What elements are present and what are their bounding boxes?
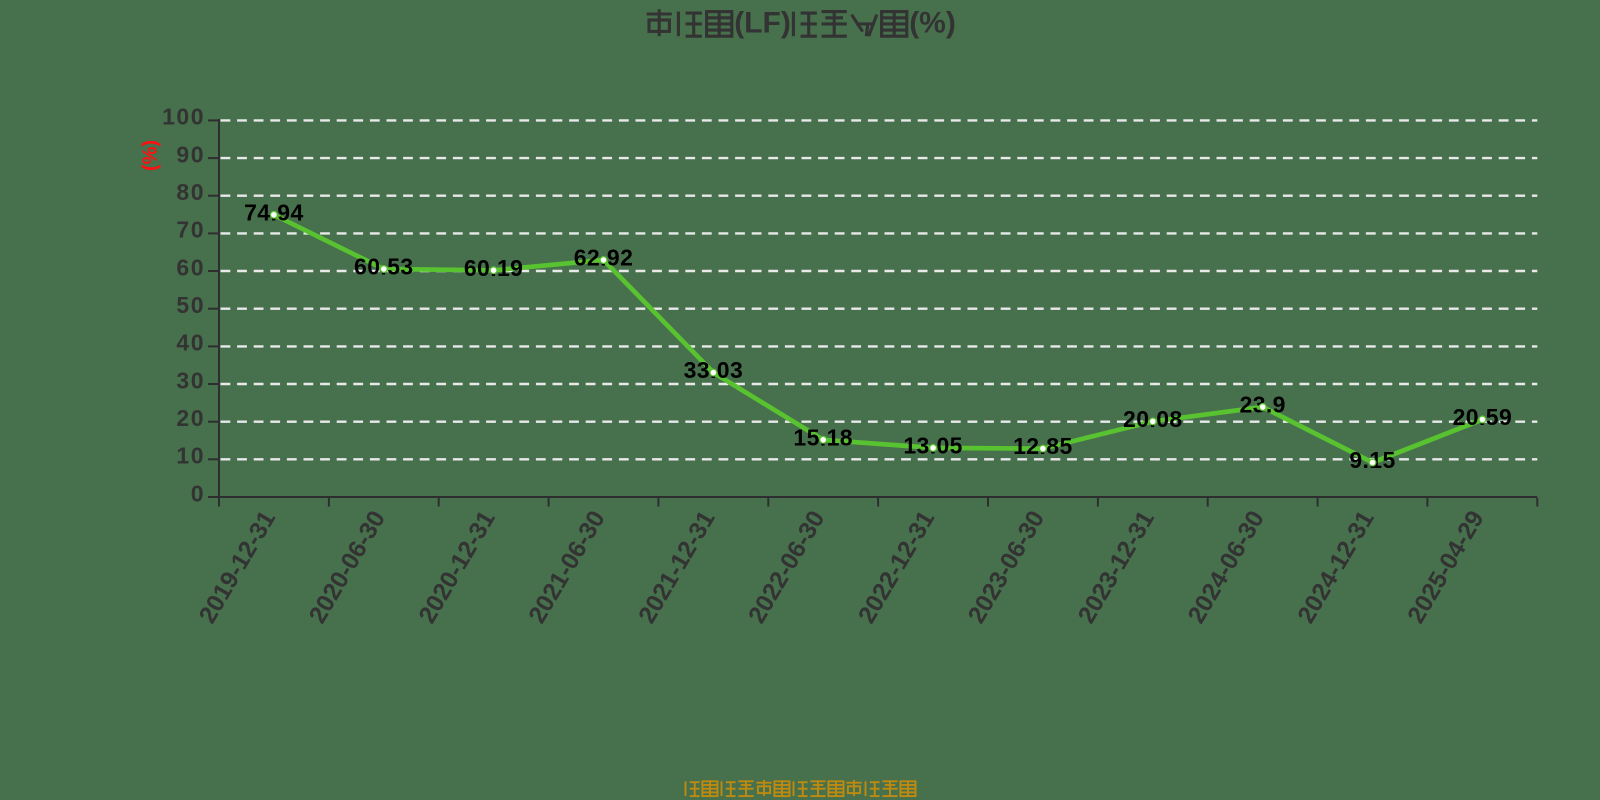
svg-text:40: 40 xyxy=(176,330,205,356)
svg-text:0: 0 xyxy=(191,480,205,506)
svg-text:20: 20 xyxy=(176,405,205,431)
svg-text:30: 30 xyxy=(176,367,205,393)
svg-text:60: 60 xyxy=(176,254,205,280)
svg-text:(%): (%) xyxy=(140,140,162,171)
svg-text:(%): (%) xyxy=(909,6,956,39)
svg-text:80: 80 xyxy=(176,179,205,205)
svg-text:90: 90 xyxy=(176,141,205,167)
svg-text:10: 10 xyxy=(176,443,205,469)
svg-text:(LF): (LF) xyxy=(734,6,791,39)
svg-text:70: 70 xyxy=(176,217,205,243)
svg-text:100: 100 xyxy=(162,104,205,130)
svg-text:50: 50 xyxy=(176,292,205,318)
